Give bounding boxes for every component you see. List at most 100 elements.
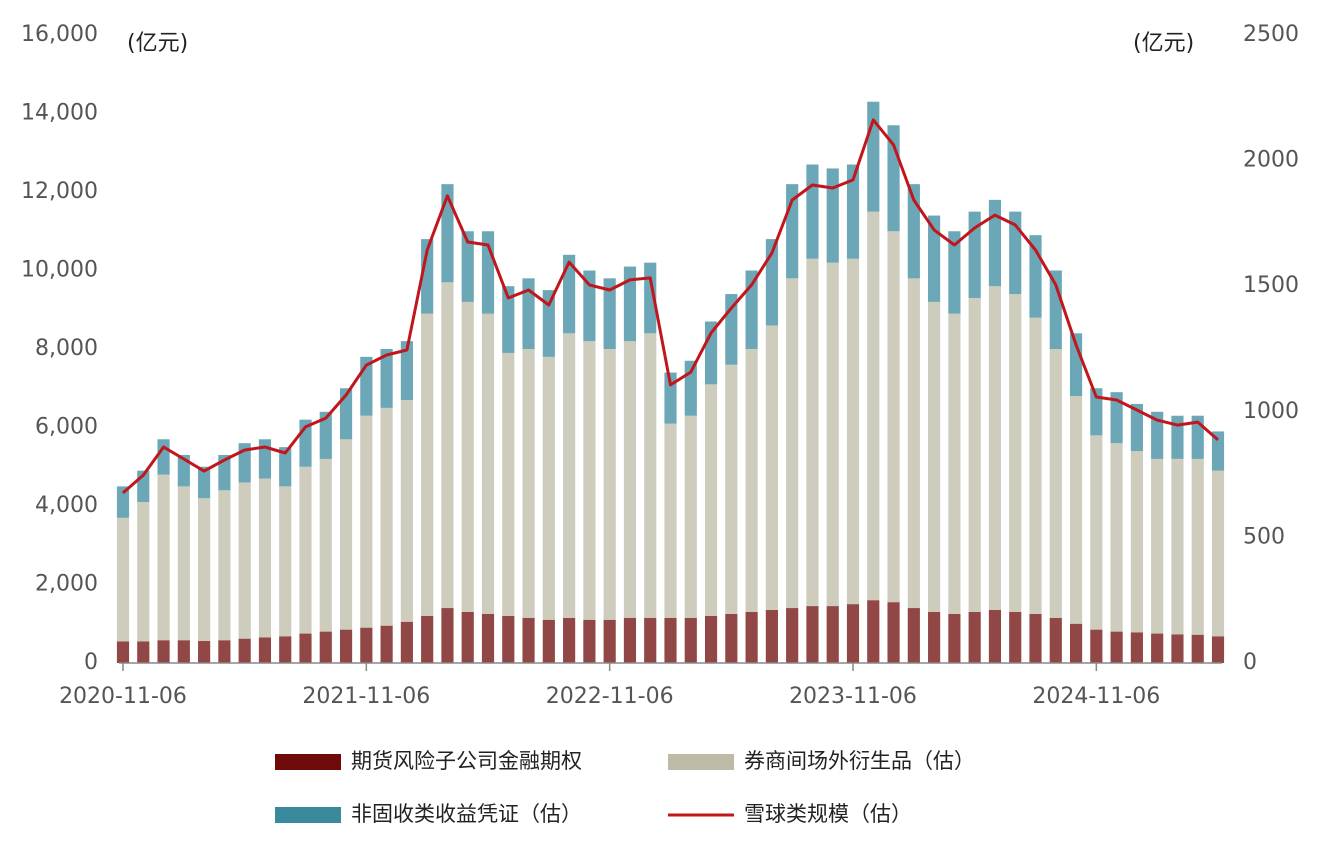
- bar: [157, 439, 170, 475]
- bar: [1029, 613, 1042, 663]
- bar: [644, 262, 657, 334]
- bar: [826, 606, 839, 663]
- bar: [1049, 349, 1062, 618]
- bar: [157, 640, 170, 663]
- bar: [786, 278, 799, 609]
- bar: [481, 313, 495, 614]
- legend-label: 雪球类规模（估）: [744, 802, 912, 826]
- bar: [319, 631, 332, 663]
- bar: [725, 613, 738, 663]
- bar: [826, 168, 839, 263]
- bar: [583, 341, 596, 620]
- bar: [623, 341, 637, 618]
- bar: [948, 231, 961, 314]
- bar: [1110, 631, 1123, 663]
- bar: [177, 454, 190, 487]
- bar: [1110, 443, 1123, 632]
- bar: [238, 638, 251, 663]
- bar: [928, 611, 941, 663]
- bar: [1130, 403, 1143, 452]
- line: [122, 118, 1219, 495]
- bar: [279, 486, 292, 637]
- bar: [238, 482, 251, 639]
- bar: [1151, 633, 1164, 663]
- y2-tick-label: 1500: [1243, 273, 1299, 298]
- bar: [988, 199, 1002, 287]
- legend-label: 非固收类收益凭证（估）: [351, 802, 582, 826]
- bar: [279, 636, 292, 663]
- bar: [421, 313, 434, 616]
- bar: [563, 617, 576, 663]
- bar: [481, 613, 495, 663]
- bar: [1130, 451, 1143, 633]
- bar: [988, 610, 1002, 663]
- x-tick-label: 2021-11-06: [302, 684, 430, 709]
- bar: [846, 164, 860, 259]
- bar: [684, 617, 697, 663]
- bar: [664, 617, 677, 663]
- bar: [1191, 458, 1204, 635]
- y-tick-label: 6,000: [35, 415, 98, 440]
- bar: [1211, 636, 1225, 663]
- y-tick-label: 14,000: [21, 101, 98, 126]
- x-tick-label: 2022-11-06: [546, 684, 674, 709]
- bar: [400, 621, 413, 663]
- bar: [1009, 211, 1022, 295]
- bar: [198, 641, 211, 663]
- legend-swatch: [668, 754, 734, 770]
- bar: [563, 254, 576, 334]
- bar: [786, 608, 799, 663]
- bar: [279, 447, 292, 487]
- bar: [157, 474, 170, 641]
- bar: [907, 184, 920, 279]
- bar: [1211, 470, 1225, 637]
- bar: [380, 625, 393, 663]
- bar: [846, 604, 860, 663]
- bar: [522, 278, 535, 349]
- bar: [360, 627, 373, 663]
- bar: [1171, 634, 1184, 663]
- bar: [542, 356, 555, 620]
- bar: [1009, 611, 1022, 663]
- bar: [1191, 634, 1204, 663]
- bar: [1090, 388, 1103, 436]
- bar: [704, 384, 718, 616]
- y2-unit: (亿元): [1133, 31, 1194, 56]
- bar: [360, 415, 373, 628]
- legend-label: 期货风险子公司金融期权: [351, 749, 582, 773]
- bar: [928, 301, 941, 612]
- bar: [968, 611, 981, 663]
- bar: [1171, 415, 1184, 459]
- bar: [684, 415, 697, 618]
- bar: [1090, 435, 1103, 630]
- bar: [400, 341, 413, 401]
- bar: [1069, 396, 1083, 624]
- bar: [137, 502, 150, 642]
- bar: [380, 349, 393, 408]
- bar: [846, 258, 860, 605]
- bar: [968, 211, 981, 298]
- y-tick-label: 4,000: [35, 493, 98, 518]
- bar: [1130, 632, 1143, 663]
- bar: [522, 349, 535, 618]
- bar: [867, 600, 880, 663]
- bar: [218, 640, 231, 663]
- bar: [1049, 617, 1062, 663]
- y-tick-label: 16,000: [21, 22, 98, 47]
- y-tick-label: 0: [84, 650, 98, 675]
- bar: [623, 617, 637, 663]
- bar: [928, 215, 941, 302]
- bar: [644, 333, 657, 618]
- bar: [1090, 629, 1103, 663]
- bar: [745, 349, 758, 612]
- y2-tick-label: 2500: [1243, 22, 1299, 47]
- bar: [258, 478, 272, 638]
- y-tick-label: 10,000: [21, 258, 98, 283]
- bar: [765, 610, 778, 663]
- bar: [522, 617, 535, 663]
- bar: [806, 606, 819, 663]
- bar: [198, 466, 211, 499]
- bar: [542, 290, 555, 357]
- bar: [461, 301, 474, 612]
- bar: [116, 641, 130, 663]
